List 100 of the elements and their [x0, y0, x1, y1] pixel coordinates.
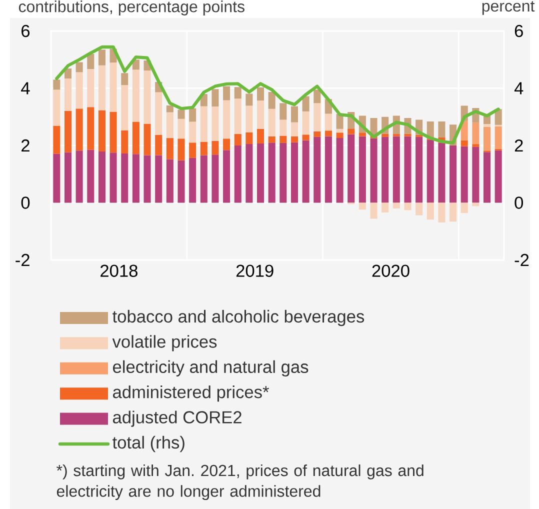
bar — [87, 150, 94, 203]
bar — [484, 126, 491, 151]
bar — [290, 122, 298, 136]
bar — [438, 121, 446, 138]
bar — [426, 202, 434, 220]
bar — [268, 142, 276, 203]
bar — [189, 108, 196, 122]
bar — [64, 152, 72, 203]
legend-label: total (rhs) — [112, 436, 184, 452]
y2-tick-label: 6 — [514, 24, 523, 38]
bar — [189, 142, 196, 158]
bar — [472, 122, 480, 144]
bar — [246, 106, 253, 132]
y-tick-label: 0 — [21, 196, 30, 209]
bar — [76, 108, 83, 151]
bar — [178, 138, 185, 160]
bar — [392, 202, 400, 208]
bar — [472, 146, 480, 203]
bar — [336, 138, 344, 203]
bar — [370, 202, 378, 219]
bar — [110, 152, 117, 203]
bar — [76, 72, 83, 109]
bar — [200, 142, 208, 156]
bar — [280, 120, 287, 136]
bar — [416, 136, 423, 203]
bar — [178, 160, 185, 203]
bar — [426, 140, 434, 203]
bar — [494, 150, 502, 203]
bar — [121, 154, 128, 203]
bar — [290, 142, 298, 203]
bar — [223, 86, 230, 100]
bar — [144, 70, 151, 124]
bar — [155, 134, 162, 156]
bar — [268, 92, 276, 109]
bar — [404, 202, 412, 210]
x-tick-label: 2020 — [372, 264, 410, 277]
bar — [494, 126, 502, 149]
y-tick-label: -2 — [16, 254, 30, 266]
bar — [257, 100, 264, 129]
bar — [166, 159, 174, 203]
bar — [348, 128, 355, 134]
bar — [290, 106, 298, 122]
bar — [450, 145, 457, 203]
bar — [76, 62, 83, 72]
bar — [121, 73, 128, 86]
bar — [64, 68, 72, 79]
bar — [302, 111, 310, 135]
bar — [223, 100, 230, 139]
bar — [212, 89, 219, 107]
y2-axis-title: percent — [482, 1, 535, 15]
bar — [382, 134, 389, 137]
bar — [404, 134, 412, 136]
bar — [358, 136, 366, 203]
bar — [484, 124, 491, 127]
y2-tick-label: -2 — [514, 254, 529, 266]
bar — [484, 152, 491, 203]
bar — [460, 202, 468, 214]
bar — [234, 87, 242, 99]
bar — [314, 136, 321, 203]
bar — [87, 69, 94, 108]
bar — [234, 98, 242, 134]
bar — [64, 110, 72, 152]
bar — [166, 138, 174, 160]
bar — [132, 154, 140, 203]
bar — [438, 142, 446, 203]
y2-tick-label: 4 — [514, 82, 524, 94]
bar — [234, 134, 242, 146]
bar — [178, 110, 185, 119]
bar — [87, 107, 94, 150]
bar — [212, 154, 219, 203]
bar — [246, 132, 253, 144]
y-tick-label: 4 — [21, 82, 30, 94]
bar — [472, 144, 480, 147]
bar — [121, 130, 128, 154]
bar — [336, 128, 344, 133]
bar — [324, 130, 332, 136]
bar — [144, 124, 151, 156]
bar — [324, 114, 332, 131]
bar — [302, 140, 310, 203]
bar — [438, 202, 446, 222]
x-tick-label: 2019 — [236, 264, 274, 277]
bar — [110, 62, 117, 112]
text: *) starting with Jan. 2021, prices of natural gas and electricity are no longer administered — [56, 464, 424, 500]
bar — [246, 144, 253, 203]
bar — [53, 154, 60, 203]
x-tick-label: 2018 — [100, 264, 138, 277]
bar — [53, 90, 60, 126]
bar — [246, 94, 253, 106]
bar — [166, 105, 174, 112]
bar — [98, 152, 106, 203]
bar — [200, 106, 208, 142]
legend-label: volatile prices — [112, 335, 217, 352]
bar — [336, 132, 344, 138]
bar — [257, 143, 264, 203]
bar — [450, 202, 457, 222]
bar — [64, 78, 72, 111]
y-tick-label: 2 — [22, 139, 30, 152]
legend-label: adjusted CORE2 — [113, 410, 242, 427]
bar — [382, 136, 389, 203]
bar — [268, 136, 276, 143]
